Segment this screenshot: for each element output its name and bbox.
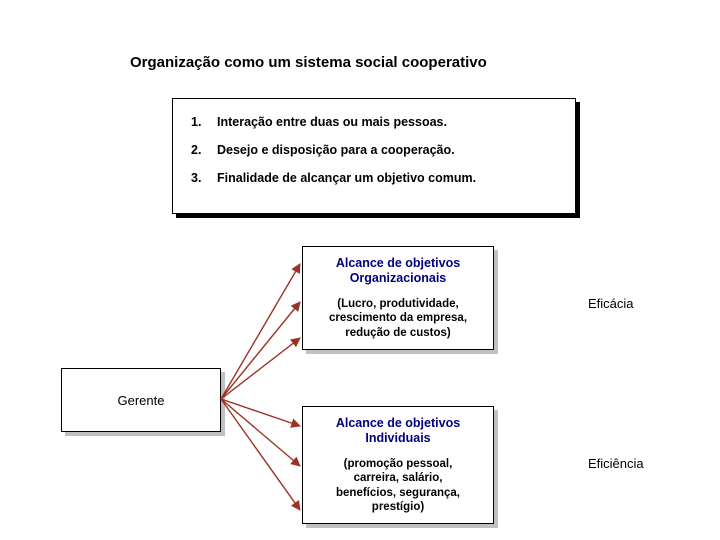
arrow-line <box>221 302 300 399</box>
arrow-line <box>221 399 300 510</box>
list-item: 2. Desejo e disposição para a cooperação… <box>191 143 557 157</box>
ind-desc-line: prestígio) <box>372 501 424 513</box>
list-number: 1. <box>191 115 217 129</box>
result-eficiencia: Eficiência <box>588 456 644 471</box>
org-objectives-desc: (Lucro, produtividade, crescimento da em… <box>329 297 467 340</box>
org-title-line: Alcance de objetivos <box>336 256 460 270</box>
result-eficacia: Eficácia <box>588 296 634 311</box>
arrow-line <box>221 338 300 399</box>
list-number: 3. <box>191 171 217 185</box>
ind-title-line: Individuais <box>365 431 430 445</box>
list-text: Interação entre duas ou mais pessoas. <box>217 115 447 129</box>
gerente-label: Gerente <box>118 393 165 408</box>
ind-desc-line: benefícios, segurança, <box>336 487 460 499</box>
ind-objectives-title: Alcance de objetivos Individuais <box>336 416 460 447</box>
gerente-box: Gerente <box>61 368 221 432</box>
list-item: 3. Finalidade de alcançar um objetivo co… <box>191 171 557 185</box>
arrow-line <box>221 264 300 399</box>
org-title-line: Organizacionais <box>350 271 447 285</box>
list-number: 2. <box>191 143 217 157</box>
ind-desc-line: (promoção pessoal, <box>344 458 453 470</box>
arrow-line <box>221 399 300 466</box>
ind-title-line: Alcance de objetivos <box>336 416 460 430</box>
ind-objectives-box: Alcance de objetivos Individuais (promoç… <box>302 406 494 524</box>
org-objectives-title: Alcance de objetivos Organizacionais <box>336 256 460 287</box>
ind-desc-line: carreira, salário, <box>354 472 443 484</box>
list-text: Desejo e disposição para a cooperação. <box>217 143 455 157</box>
arrow-line <box>221 399 300 426</box>
org-desc-line: (Lucro, produtividade, <box>337 298 458 310</box>
list-text: Finalidade de alcançar um objetivo comum… <box>217 171 476 185</box>
page-title: Organização como um sistema social coope… <box>130 54 487 71</box>
list-box: 1. Interação entre duas ou mais pessoas.… <box>172 98 576 214</box>
list-item: 1. Interação entre duas ou mais pessoas. <box>191 115 557 129</box>
org-desc-line: redução de custos) <box>345 327 450 339</box>
ind-objectives-desc: (promoção pessoal, carreira, salário, be… <box>336 457 460 515</box>
org-objectives-box: Alcance de objetivos Organizacionais (Lu… <box>302 246 494 350</box>
org-desc-line: crescimento da empresa, <box>329 312 467 324</box>
